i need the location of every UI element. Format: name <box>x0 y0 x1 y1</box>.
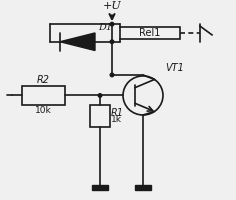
Text: 10k: 10k <box>35 106 52 115</box>
Circle shape <box>110 73 114 77</box>
Circle shape <box>98 94 102 97</box>
Text: Rel1: Rel1 <box>139 28 161 38</box>
Bar <box>22 86 65 105</box>
Polygon shape <box>60 33 95 51</box>
Bar <box>120 27 180 39</box>
Text: R1: R1 <box>111 108 124 118</box>
Bar <box>92 185 108 190</box>
Circle shape <box>110 22 114 26</box>
Circle shape <box>110 40 114 43</box>
Bar <box>135 185 151 190</box>
Text: R2: R2 <box>37 75 50 85</box>
Text: D1: D1 <box>98 23 112 32</box>
Bar <box>90 105 110 127</box>
Text: +U: +U <box>103 1 121 11</box>
Text: VT1: VT1 <box>165 63 184 73</box>
Text: 1k: 1k <box>111 115 122 124</box>
